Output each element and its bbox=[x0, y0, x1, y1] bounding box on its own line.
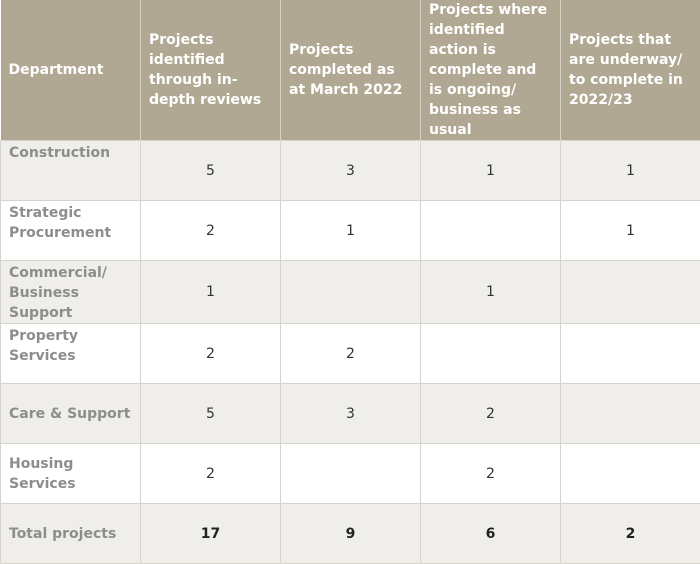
value-cell: 2 bbox=[141, 201, 281, 261]
department-cell: Care & Support bbox=[1, 384, 141, 444]
value-cell: 1 bbox=[281, 201, 421, 261]
department-cell: Housing Services bbox=[1, 444, 141, 504]
value-cell: 5 bbox=[141, 384, 281, 444]
value-cell bbox=[281, 444, 421, 504]
value-cell: 2 bbox=[281, 324, 421, 384]
table-row: Construction 5 3 1 1 bbox=[1, 141, 700, 201]
header-identified: Projects identified through in-depth rev… bbox=[141, 0, 281, 141]
table-row: Property Services 2 2 bbox=[1, 324, 700, 384]
table-row: Strategic Procurement 2 1 1 bbox=[1, 201, 700, 261]
value-cell: 3 bbox=[281, 141, 421, 201]
department-cell: Strategic Procurement bbox=[1, 201, 141, 261]
table-row: Care & Support 5 3 2 bbox=[1, 384, 700, 444]
value-cell: 1 bbox=[561, 141, 700, 201]
table-row: Housing Services 2 2 bbox=[1, 444, 700, 504]
header-department: Department bbox=[1, 0, 141, 141]
value-cell: 1 bbox=[141, 261, 281, 324]
value-cell: 1 bbox=[561, 201, 700, 261]
table-row: Commercial/ Business Support 1 1 bbox=[1, 261, 700, 324]
total-value-cell: 6 bbox=[421, 504, 561, 564]
value-cell: 2 bbox=[421, 444, 561, 504]
total-value-cell: 2 bbox=[561, 504, 700, 564]
value-cell bbox=[561, 384, 700, 444]
department-cell: Construction bbox=[1, 141, 141, 201]
header-ongoing: Projects where identified action is comp… bbox=[421, 0, 561, 141]
value-cell bbox=[561, 261, 700, 324]
value-cell: 5 bbox=[141, 141, 281, 201]
header-completed: Projects completed as at March 2022 bbox=[281, 0, 421, 141]
total-row: Total projects 17 9 6 2 bbox=[1, 504, 700, 564]
total-label: Total projects bbox=[1, 504, 141, 564]
value-cell bbox=[421, 324, 561, 384]
department-cell: Property Services bbox=[1, 324, 141, 384]
value-cell bbox=[421, 201, 561, 261]
value-cell: 2 bbox=[141, 444, 281, 504]
value-cell bbox=[561, 324, 700, 384]
value-cell: 2 bbox=[421, 384, 561, 444]
value-cell: 1 bbox=[421, 261, 561, 324]
total-value-cell: 17 bbox=[141, 504, 281, 564]
total-value-cell: 9 bbox=[281, 504, 421, 564]
value-cell: 1 bbox=[421, 141, 561, 201]
value-cell: 3 bbox=[281, 384, 421, 444]
header-underway: Projects that are underway/ to complete … bbox=[561, 0, 700, 141]
table-header-row: Department Projects identified through i… bbox=[1, 0, 700, 141]
department-cell: Commercial/ Business Support bbox=[1, 261, 141, 324]
value-cell bbox=[281, 261, 421, 324]
value-cell bbox=[561, 444, 700, 504]
value-cell: 2 bbox=[141, 324, 281, 384]
